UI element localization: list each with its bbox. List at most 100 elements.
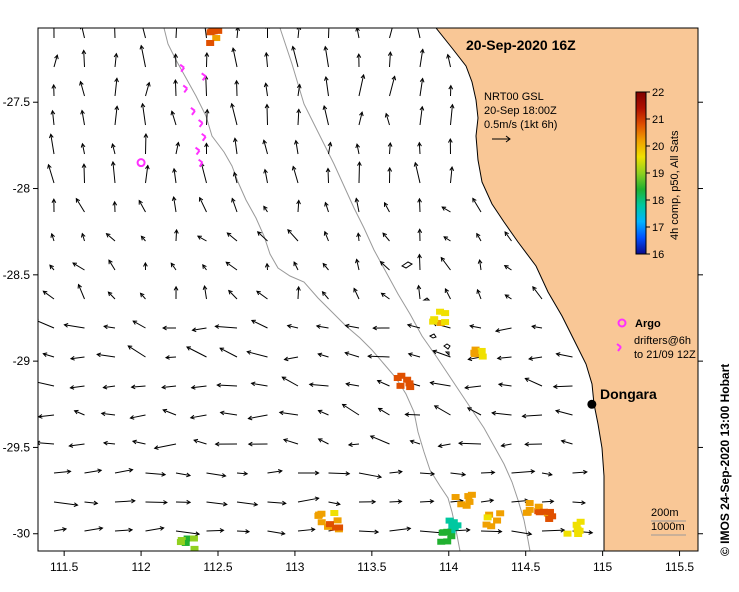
current-vector	[264, 51, 269, 68]
current-vector	[263, 82, 269, 97]
current-vector	[413, 161, 421, 184]
contour-legend: 200m 1000m	[651, 507, 686, 536]
current-vector	[145, 81, 151, 97]
argo-legend-label: Argo	[635, 318, 661, 330]
current-vector	[382, 232, 390, 242]
current-vector	[524, 377, 543, 387]
colorbar-tick-label: 17	[652, 222, 664, 234]
current-vector	[345, 382, 360, 387]
current-vector	[317, 438, 329, 445]
current-vector	[265, 28, 270, 39]
current-vector	[263, 168, 268, 184]
current-vector	[75, 197, 85, 213]
current-vector	[173, 285, 179, 300]
current-vector	[367, 353, 390, 359]
current-vector	[448, 84, 454, 97]
current-vector	[38, 440, 55, 446]
current-vector	[476, 288, 482, 300]
current-vector	[532, 286, 543, 300]
current-vector	[48, 133, 55, 155]
current-vector	[464, 385, 482, 390]
current-vector	[356, 232, 361, 242]
lat-tick-label: -30	[13, 527, 31, 541]
argo-float-icon	[136, 158, 146, 168]
current-vector	[114, 527, 134, 533]
current-vector	[372, 325, 390, 331]
current-vector	[103, 324, 116, 330]
current-vector	[376, 379, 390, 387]
colorbar-tick-label: 21	[652, 114, 664, 126]
current-vector	[296, 285, 301, 300]
colorbar-tick-label: 20	[652, 141, 664, 153]
drifter-track-mark	[179, 63, 185, 73]
current-vector	[173, 79, 178, 97]
current-vector	[389, 526, 412, 532]
current-vector	[389, 28, 393, 39]
current-vector	[216, 382, 238, 388]
current-vector	[173, 53, 179, 68]
current-vector	[175, 28, 178, 39]
current-vector	[247, 441, 268, 447]
current-vector	[323, 75, 329, 97]
sst-colorbar: 22 21 20 19 18 17 16	[635, 87, 664, 261]
current-vector	[296, 83, 302, 97]
current-vector	[450, 472, 467, 477]
current-vector	[231, 47, 238, 68]
current-vector	[457, 440, 482, 446]
current-vector	[73, 409, 85, 416]
argo-legend-icon	[617, 318, 627, 328]
current-vector	[42, 352, 55, 358]
current-vector	[287, 229, 299, 242]
current-vector	[355, 28, 360, 39]
current-vector	[264, 103, 270, 126]
current-vector	[145, 526, 165, 532]
current-vector	[317, 409, 329, 416]
current-vector	[96, 352, 116, 358]
current-legend-line3: 0.5m/s (1kt 6h)	[484, 119, 557, 131]
current-vector	[572, 500, 586, 506]
drifter-legend-icon	[616, 343, 622, 352]
current-vector	[231, 197, 238, 213]
current-vector	[84, 526, 104, 532]
current-vector	[175, 530, 201, 537]
current-vector	[291, 45, 299, 68]
current-vector	[347, 442, 360, 447]
colorbar-tick-label: 16	[652, 249, 664, 261]
current-vector	[153, 443, 177, 450]
current-vector	[206, 472, 227, 478]
current-vector	[53, 28, 55, 39]
sst-patch	[393, 372, 415, 391]
current-vector	[278, 410, 299, 416]
current-vector	[417, 253, 422, 271]
current-scale-legend: NRT00 GSL 20-Sep 18:00Z 0.5m/s (1kt 6h)	[484, 91, 557, 143]
current-vector	[503, 265, 512, 271]
current-vector	[225, 261, 238, 271]
current-vector	[297, 470, 320, 476]
current-vector	[69, 385, 85, 390]
current-vector	[419, 105, 425, 126]
current-vector	[79, 28, 85, 39]
drifter-track-mark	[182, 84, 189, 94]
current-vector	[174, 228, 179, 242]
current-vector	[204, 51, 210, 68]
lon-tick-label: 113	[285, 560, 304, 574]
current-vector	[387, 141, 393, 155]
current-vector	[236, 529, 251, 534]
current-vector	[323, 45, 329, 68]
current-vector	[139, 292, 146, 300]
current-vector	[407, 352, 421, 358]
lat-tick-label: -29.5	[3, 440, 31, 454]
sst-patch	[563, 518, 585, 538]
current-vector	[419, 471, 436, 477]
current-vector	[63, 322, 85, 329]
current-vector	[449, 103, 455, 126]
current-vector	[42, 290, 55, 300]
current-vector	[228, 289, 238, 300]
current-vector	[114, 28, 116, 39]
current-vector	[114, 105, 120, 126]
sst-patch	[535, 508, 557, 522]
current-vector	[387, 166, 393, 184]
drifter-track-mark	[201, 72, 207, 81]
current-vector	[437, 443, 451, 448]
current-vector	[477, 258, 483, 271]
